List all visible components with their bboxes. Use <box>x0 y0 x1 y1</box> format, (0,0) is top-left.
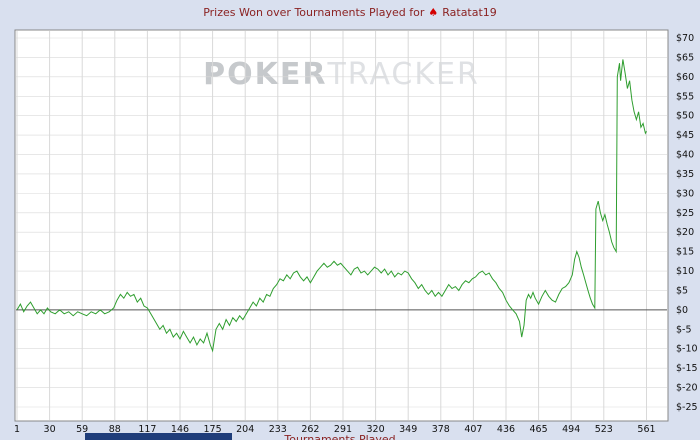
x-tick-label: 407 <box>464 424 482 435</box>
y-tick-label: $45 <box>676 130 694 141</box>
y-tick-label: $70 <box>676 33 694 44</box>
y-tick-label: $10 <box>676 266 694 277</box>
x-tick-label: 349 <box>399 424 417 435</box>
y-tick-label: $-15 <box>676 363 698 374</box>
y-tick-label: $35 <box>676 169 694 180</box>
x-tick-label: 146 <box>171 424 189 435</box>
y-tick-label: $-5 <box>676 324 692 335</box>
plot-area <box>14 29 669 422</box>
y-tick-label: $65 <box>676 52 694 63</box>
y-tick-label: $40 <box>676 150 694 161</box>
x-axis-title: Tournaments Played <box>284 433 396 440</box>
y-tick-label: $-25 <box>676 402 698 413</box>
x-tick-label: 1 <box>14 424 20 435</box>
y-tick-label: $50 <box>676 111 694 122</box>
x-tick-label: 561 <box>637 424 655 435</box>
chart-title-text: Prizes Won over Tournaments Played for <box>203 6 425 19</box>
chart-title-player: Ratatat19 <box>442 6 497 19</box>
x-tick-label: 59 <box>76 424 88 435</box>
y-tick-label: $5 <box>676 285 688 296</box>
y-tick-label: $-20 <box>676 383 698 394</box>
prize-line <box>16 59 647 353</box>
y-tick-label: $-10 <box>676 344 698 355</box>
x-tick-label: 465 <box>530 424 548 435</box>
x-tick-label: 320 <box>367 424 385 435</box>
x-tick-label: 88 <box>109 424 121 435</box>
x-tick-label: 175 <box>204 424 222 435</box>
x-tick-label: 291 <box>334 424 352 435</box>
y-tick-label: $15 <box>676 247 694 258</box>
watermark: POKERTRACKER <box>203 57 480 92</box>
x-tick-label: 262 <box>301 424 319 435</box>
taskbar-fragment <box>85 433 232 440</box>
y-tick-label: $60 <box>676 72 694 83</box>
x-tick-label: 233 <box>269 424 287 435</box>
x-tick-label: 30 <box>44 424 56 435</box>
y-tick-label: $25 <box>676 208 694 219</box>
y-tick-label: $55 <box>676 91 694 102</box>
x-tick-label: 494 <box>562 424 580 435</box>
chart-title: Prizes Won over Tournaments Played for ♠ R… <box>0 6 700 19</box>
x-tick-label: 436 <box>497 424 515 435</box>
x-tick-label: 117 <box>138 424 156 435</box>
y-tick-label: $20 <box>676 227 694 238</box>
y-tick-label: $30 <box>676 188 694 199</box>
pokerstars-spade-icon: ♠ <box>428 6 439 19</box>
y-tick-label: $0 <box>676 305 688 316</box>
x-tick-label: 204 <box>236 424 254 435</box>
x-tick-label: 378 <box>432 424 450 435</box>
x-tick-label: 523 <box>595 424 613 435</box>
